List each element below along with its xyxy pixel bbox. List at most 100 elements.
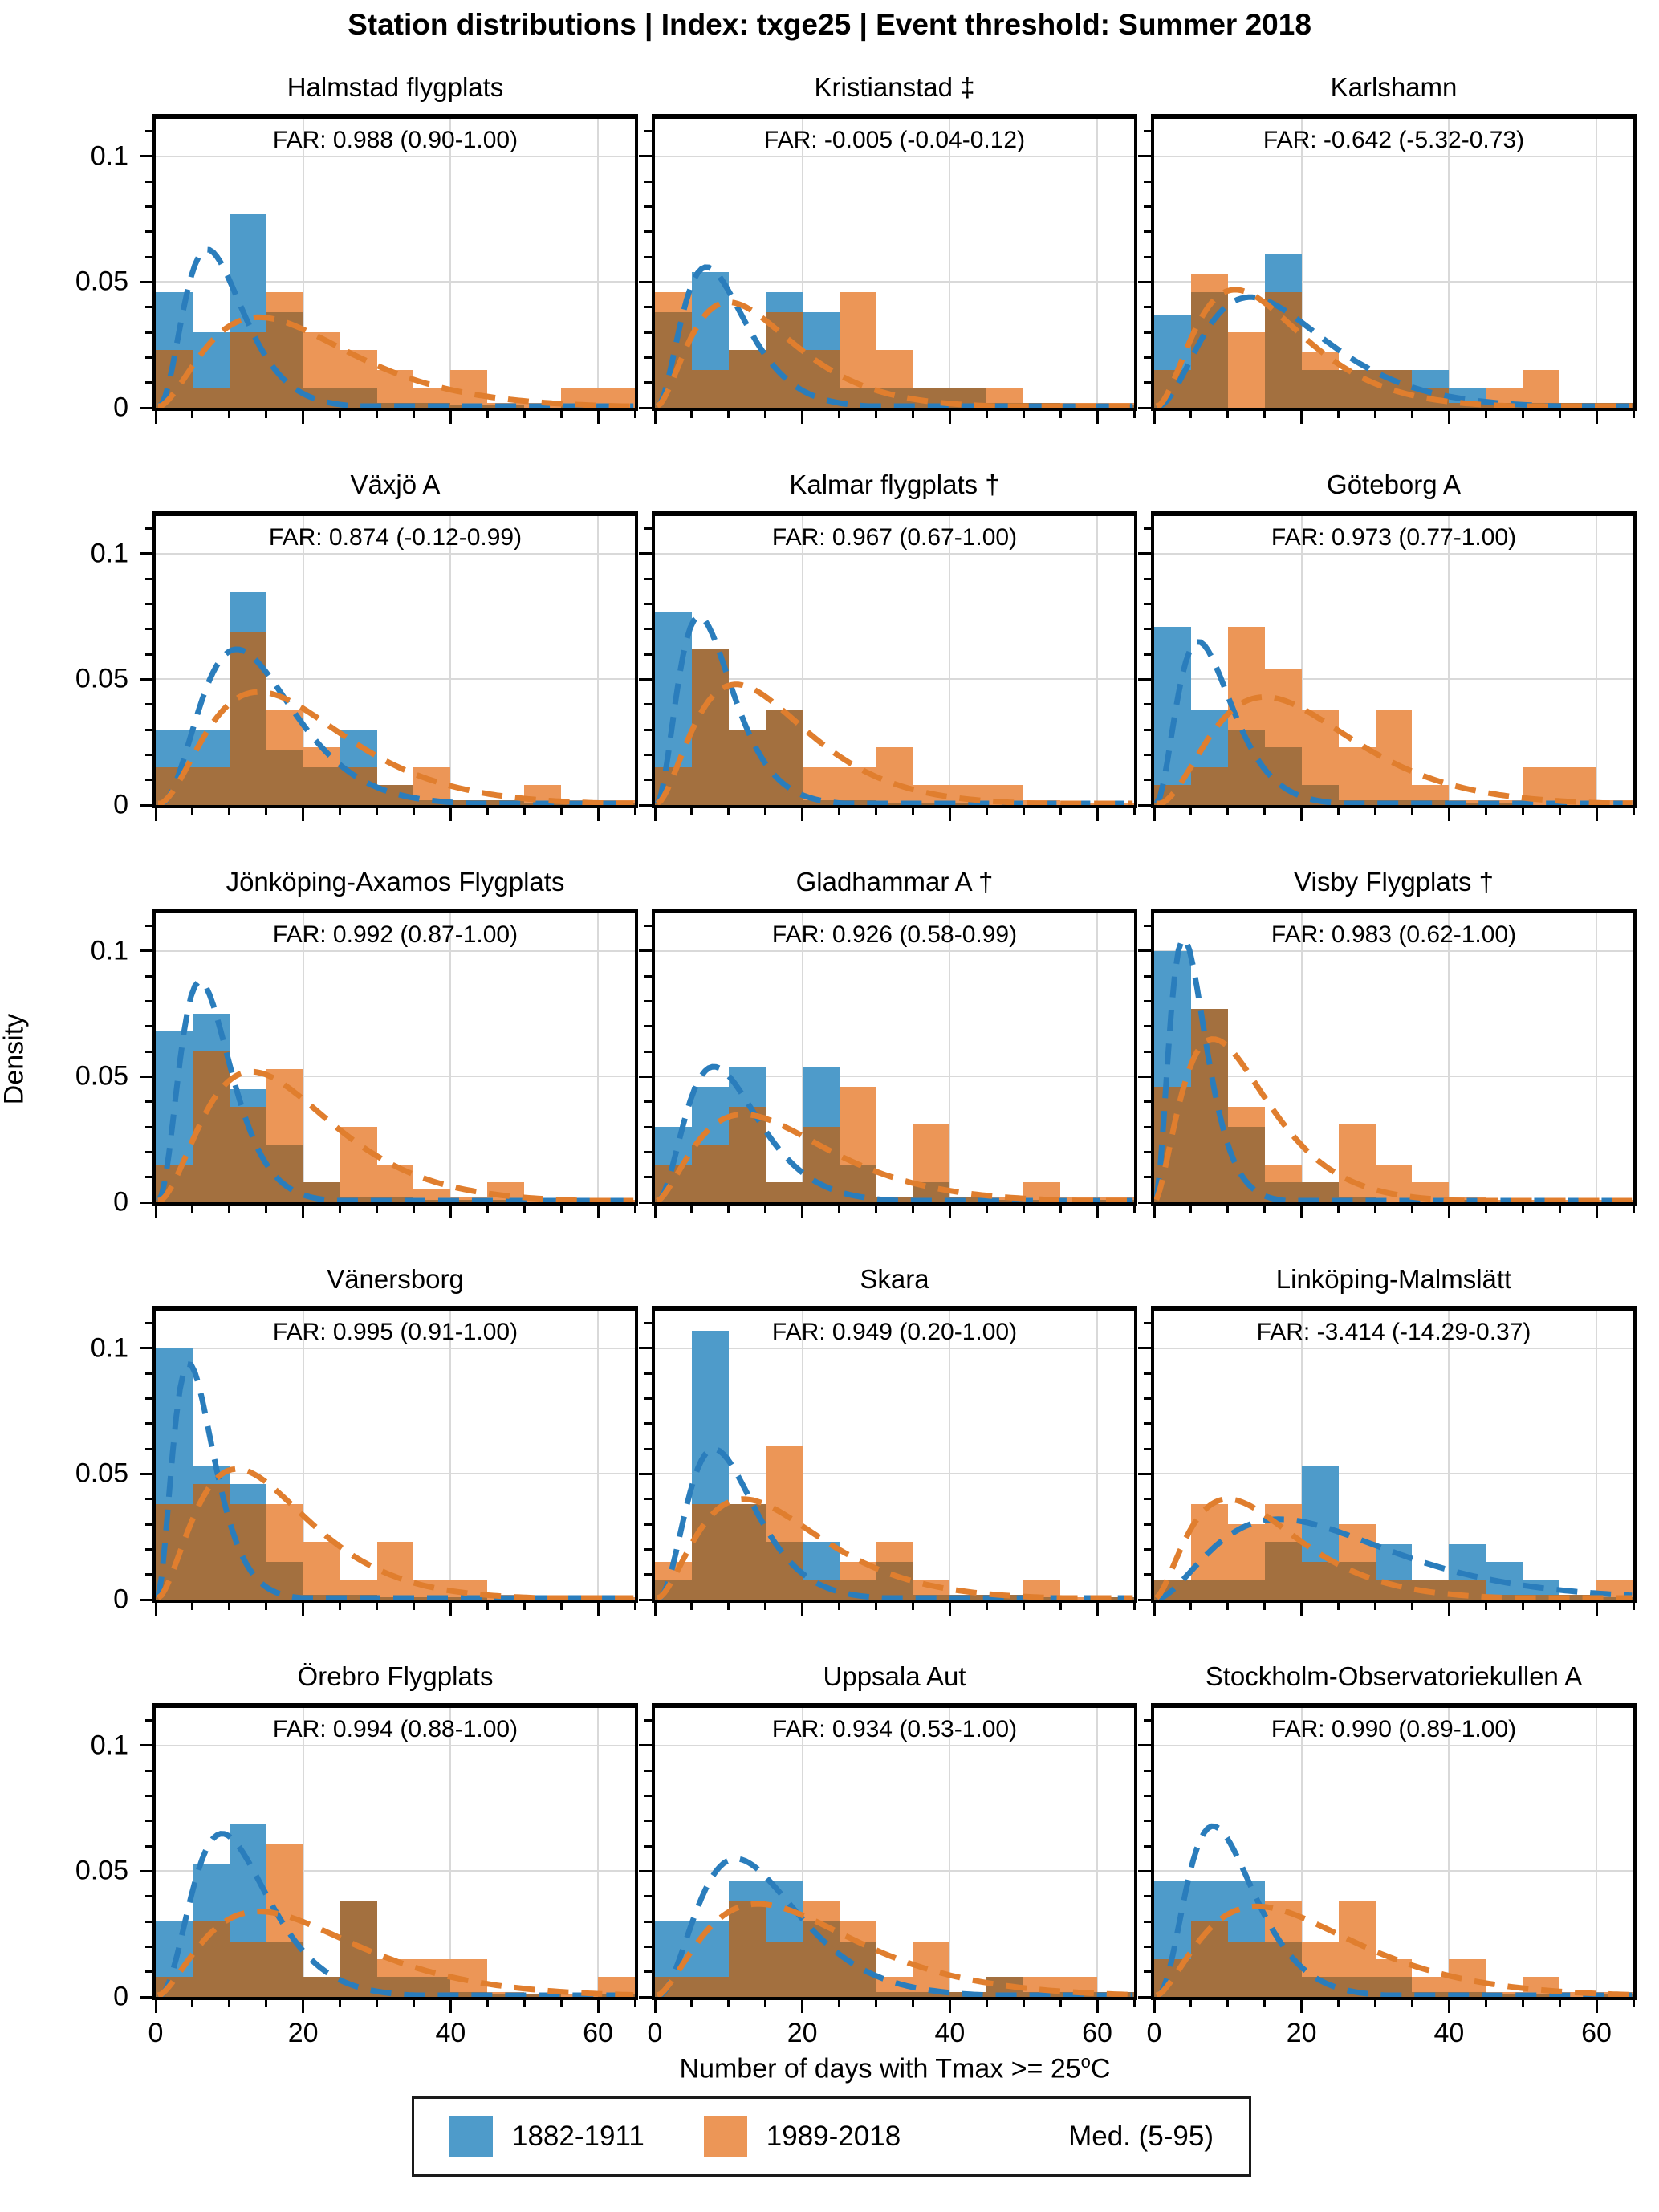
x-major-tick — [948, 1206, 951, 1218]
subplot-title: Örebro Flygplats — [297, 1661, 494, 1691]
density-curve-1989-2018 — [157, 314, 634, 408]
y-major-tick — [1138, 1869, 1151, 1872]
density-curve-1882-1911 — [1156, 294, 1633, 408]
x-tick-label-20: 20 — [1286, 2018, 1317, 2048]
plot-inner — [1154, 1708, 1633, 1997]
y-minor-tick — [145, 603, 152, 606]
x-major-tick — [653, 1206, 657, 1218]
histogram-bar-overlap — [1486, 802, 1523, 805]
subplot-title: Skara — [860, 1264, 929, 1294]
x-minor-tick — [1484, 1206, 1487, 1213]
y-major-tick — [140, 552, 152, 555]
y-minor-tick — [644, 1422, 652, 1425]
histogram-bar-1989-2018 — [802, 1901, 840, 1922]
density-curve-1882-1911 — [656, 1063, 1133, 1202]
y-minor-tick — [1144, 1970, 1151, 1974]
y-minor-tick — [1144, 779, 1151, 782]
y-minor-tick — [644, 205, 652, 209]
y-minor-tick — [145, 703, 152, 706]
y-minor-tick — [644, 130, 652, 133]
x-major-tick — [1153, 411, 1156, 424]
histogram-bar-overlap — [1227, 1579, 1265, 1600]
x-major-tick — [801, 1206, 804, 1218]
grid-line-x-60 — [597, 1708, 600, 1997]
y-major-tick — [1138, 1347, 1151, 1350]
grid-line-y-0.05 — [655, 1870, 1134, 1872]
y-minor-tick — [145, 753, 152, 756]
y-minor-tick — [145, 356, 152, 359]
x-minor-tick — [911, 1206, 914, 1213]
histogram-bar-overlap — [1486, 1594, 1523, 1600]
grid-line-y-0.1 — [1154, 552, 1633, 555]
x-major-tick — [1153, 808, 1156, 821]
plot-inner — [1154, 913, 1633, 1202]
y-major-tick — [639, 155, 652, 158]
density-curve-1882-1911 — [655, 264, 1133, 408]
histogram-bar-overlap — [913, 802, 950, 805]
y-minor-tick — [644, 1447, 652, 1450]
subplot-title: Kalmar flygplats † — [789, 470, 1000, 499]
x-minor-tick — [339, 1206, 342, 1213]
far-annotation: FAR: 0.992 (0.87-1.00) — [272, 921, 518, 948]
histogram-bar-1989-2018 — [1449, 799, 1486, 803]
density-curve-1882-1911 — [1154, 936, 1633, 1202]
grid-line-y-0.1 — [156, 949, 635, 952]
x-minor-tick — [1059, 411, 1062, 418]
x-minor-tick — [191, 1206, 194, 1213]
plot-area: FAR: -0.005 (-0.04-0.12) — [639, 114, 1137, 424]
x-major-tick — [154, 1603, 157, 1616]
x-axis-label: Number of days with Tmax >= 25oC — [0, 2051, 1659, 2084]
density-curves — [656, 1856, 1133, 1997]
y-minor-tick — [145, 1523, 152, 1526]
x-minor-tick — [228, 808, 231, 815]
y-minor-tick — [644, 728, 652, 731]
x-minor-tick — [1263, 1603, 1267, 1610]
x-major-tick — [1096, 2000, 1099, 2013]
histogram-bar-overlap — [450, 1991, 488, 1997]
y-tick-label-0.1: 0.1 — [90, 1730, 128, 1761]
x-major-tick — [154, 808, 157, 821]
histogram-bar-overlap — [1523, 1994, 1560, 1997]
histogram-bar-overlap — [1190, 1921, 1228, 1997]
histogram-bar-1989-2018 — [450, 1197, 488, 1200]
histogram-bar-1989-2018 — [376, 1542, 414, 1597]
grid-line-y-0.1 — [1154, 1744, 1633, 1746]
x-major-tick — [1300, 1603, 1303, 1616]
histogram-bar-1989-2018 — [1227, 1107, 1265, 1128]
grid-line-y-0.1 — [655, 552, 1134, 555]
far-annotation: FAR: 0.994 (0.88-1.00) — [272, 1716, 518, 1742]
y-tick-label-0.1: 0.1 — [90, 1332, 128, 1364]
grid-line-y-0.05 — [655, 1473, 1134, 1475]
density-curve-1989-2018 — [156, 1466, 634, 1600]
y-minor-tick — [145, 381, 152, 384]
y-major-tick — [639, 1201, 652, 1204]
histogram-bar-overlap — [376, 1197, 414, 1202]
y-minor-tick — [145, 130, 152, 133]
y-minor-tick — [145, 1397, 152, 1401]
y-major-tick — [1138, 1744, 1151, 1747]
x-minor-tick — [1263, 411, 1267, 418]
x-tick-label-60: 60 — [1082, 2018, 1112, 2048]
y-tick-label-0: 0 — [113, 1981, 128, 2012]
histogram-bar-1882-1911 — [1412, 370, 1450, 388]
y-minor-tick — [1144, 753, 1151, 756]
x-major-tick — [948, 2000, 951, 2013]
plot-area: FAR: 0.949 (0.20-1.00) — [639, 1306, 1137, 1616]
x-minor-tick — [1374, 808, 1377, 815]
density-curve-1882-1911 — [156, 1360, 634, 1600]
y-minor-tick — [644, 925, 652, 928]
histogram-bar-overlap — [913, 1991, 950, 1997]
y-minor-tick — [145, 1125, 152, 1128]
x-minor-tick — [376, 1206, 379, 1213]
grid-line-x-20 — [1300, 1708, 1303, 1997]
x-minor-tick — [633, 1603, 636, 1610]
y-major-tick — [140, 1075, 152, 1078]
grid-line-x-60 — [1096, 1311, 1099, 1600]
x-minor-tick — [265, 1603, 268, 1610]
x-minor-tick — [1059, 2000, 1062, 2007]
x-minor-tick — [376, 1603, 379, 1610]
histogram-bar-1989-2018 — [1486, 387, 1523, 403]
x-minor-tick — [339, 411, 342, 418]
x-minor-tick — [911, 411, 914, 418]
histogram-bar-1882-1911 — [802, 312, 840, 350]
